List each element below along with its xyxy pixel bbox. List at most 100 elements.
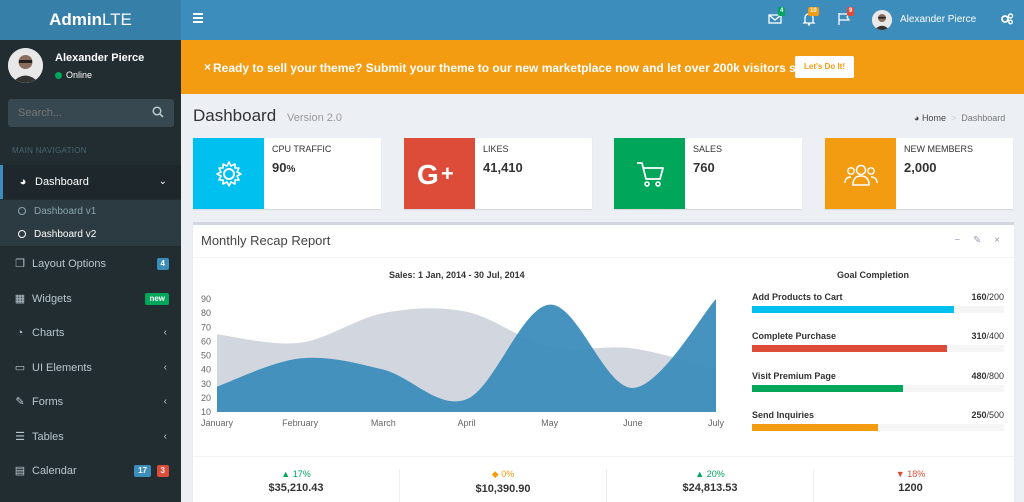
edit-icon: ✎ [15,396,25,408]
goal-label: Send Inquiries [752,410,815,420]
goal-done: 250 [971,410,987,420]
description-amount: 1200 [898,482,923,494]
description-amount: $10,390.90 [475,483,531,495]
box-title: Monthly Recap Report [201,233,331,248]
info-box-value: 2,000 [904,160,937,175]
circle-icon [18,230,26,238]
search-input[interactable] [8,99,148,127]
chart-title: Sales: 1 Jan, 2014 - 30 Jul, 2014 [389,270,525,280]
info-box-value: 90% [272,160,295,175]
goal-send-inquiries: Send Inquiries 250/500 [752,410,1004,438]
x-tick-label: March [371,418,396,428]
wrench-icon[interactable]: ✎ [972,235,982,246]
info-box-label: NEW MEMBERS [904,144,974,154]
sidebar: Alexander Pierce Online MAIN NAVIGATION … [0,40,181,502]
progress-fill [752,385,904,392]
calendar-badge-blue: 17 [134,465,151,477]
nav-header: MAIN NAVIGATION [12,146,87,155]
description-pct-value: 18% [907,469,926,479]
sidebar-subitem-dashboard-v1[interactable]: Dashboard v1 [0,200,181,223]
y-tick-label: 60 [201,336,211,346]
minimize-icon[interactable]: − [954,235,961,246]
sidebar-item-calendar[interactable]: ▤ Calendar 17 3 [0,454,181,488]
description-pct-value: 20% [706,469,725,479]
info-box-label: LIKES [483,144,509,154]
brand-light: LTE [101,10,132,29]
area-series-2 [217,299,716,412]
user-avatar [8,48,43,83]
sidebar-item-ui-elements[interactable]: ▭ UI Elements ‹ [0,351,181,385]
navbar-avatar[interactable] [872,10,892,30]
flag-icon[interactable] [837,12,851,26]
description-percentage: ▲ 20% [607,469,813,479]
goal-done: 310 [971,331,987,341]
footer-divider [193,456,1014,457]
x-tick-label: January [201,418,234,428]
promo-banner: × Ready to sell your theme? Submit your … [181,40,1024,94]
chevron-left-icon: ‹ [163,362,167,373]
info-box-label: CPU TRAFFIC [272,144,332,154]
banner-close-icon[interactable]: × [204,60,212,74]
search-icon[interactable] [152,106,164,118]
monthly-recap-box: Monthly Recap Report − ✎ × Sales: 1 Jan,… [193,222,1014,502]
sidebar-toggle-icon[interactable] [193,13,203,23]
breadcrumb-home[interactable]: Home [921,113,946,123]
chevron-left-icon: ‹ [163,327,167,338]
sidebar-item-label: Widgets [32,293,72,305]
y-tick-label: 50 [201,351,211,361]
users-icon [825,138,896,209]
sidebar-item-forms[interactable]: ✎ Forms ‹ [0,385,181,419]
goal-label: Visit Premium Page [752,371,836,381]
sidebar-search [8,99,174,127]
y-tick-label: 90 [201,294,211,304]
goal-total: /200 [986,292,1004,302]
sidebar-item-label: Charts [32,327,65,339]
navbar-username[interactable]: Alexander Pierce [900,14,977,25]
laptop-icon: ▭ [14,362,26,374]
info-box-likes: G + LIKES 41,410 [404,138,592,209]
goal-total: /400 [986,331,1004,341]
sidebar-subitem-dashboard-v2[interactable]: Dashboard v2 [0,223,181,246]
sidebar-item-layout-options[interactable]: ❐ Layout Options 4 [0,247,181,281]
chevron-down-icon: ⌄ [158,176,167,187]
sidebar-item-charts[interactable]: ◔ Charts ‹ [0,316,181,350]
user-status-text: Online [66,70,93,80]
brand-logo[interactable]: AdminLTE [0,0,181,40]
page-subtitle: Version 2.0 [287,112,343,124]
progress-track [752,385,1004,392]
goal-done: 160 [971,292,987,302]
sidebar-item-tables[interactable]: ☰ Tables ‹ [0,420,181,454]
messages-badge: 4 [778,7,786,16]
description-amount: $24,813.53 [682,482,738,494]
goal-total: /800 [986,371,1004,381]
envelope-icon[interactable] [768,12,782,26]
info-box-sales: SALES 760 [614,138,802,209]
progress-fill [752,306,954,313]
x-tick-label: June [623,418,643,428]
sidebar-item-label: Tables [32,431,64,443]
progress-track [752,306,1004,313]
x-tick-label: April [457,418,475,428]
layout-badge: 4 [156,258,169,270]
sidebar-item-label: Forms [32,396,64,408]
breadcrumb-current: Dashboard [961,113,1006,123]
progress-track [752,424,1004,431]
top-navbar: 4 10 9 Alexander Pierce [181,0,1024,40]
description-percentage: ▼ 18% [807,469,1014,479]
table-icon: ☰ [15,431,25,443]
caret-up-icon: ▲ [281,469,291,479]
description-block: ◆ 0% $10,390.90 [400,469,607,502]
gear-icon [193,138,264,209]
info-box-value: 760 [693,160,715,175]
goal-value: 160/200 [971,292,1004,302]
breadcrumb: ◕ Home > Dashboard [914,113,1005,123]
sidebar-item-dashboard[interactable]: ◕ Dashboard ⌄ [0,165,181,199]
x-tick-label: May [541,418,559,428]
y-tick-label: 80 [201,308,211,318]
banner-cta-button[interactable]: Let's Do It! [795,56,854,78]
gears-icon[interactable] [1000,12,1014,26]
goal-visit-premium: Visit Premium Page 480/800 [752,371,1004,399]
description-pct-value: 17% [292,469,311,479]
close-icon[interactable]: × [994,235,1000,246]
sidebar-item-widgets[interactable]: ▦ Widgets new [0,282,181,316]
